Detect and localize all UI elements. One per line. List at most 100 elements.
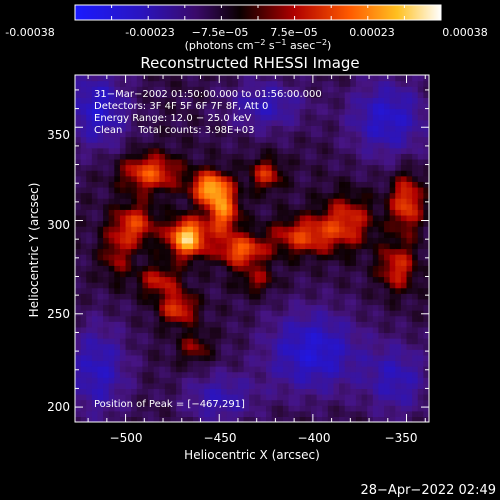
heatmap-cell xyxy=(384,293,391,300)
heatmap-cell xyxy=(400,315,408,322)
heatmap-cell xyxy=(327,270,335,278)
heatmap-cell xyxy=(327,282,335,289)
heatmap-cell xyxy=(198,220,205,227)
heatmap-cell xyxy=(406,326,413,334)
heatmap-cell xyxy=(305,254,312,261)
heatmap-cell xyxy=(406,270,413,278)
heatmap-cell xyxy=(339,91,346,98)
heatmap-cell xyxy=(215,130,222,138)
heatmap-cell xyxy=(350,293,357,300)
heatmap-cell xyxy=(355,254,363,261)
heatmap-cell xyxy=(277,80,284,87)
heatmap-cell xyxy=(277,86,284,93)
heatmap-cell xyxy=(131,242,138,250)
heatmap-cell xyxy=(322,377,329,384)
heatmap-cell xyxy=(389,304,396,311)
heatmap-cell xyxy=(361,119,368,126)
heatmap-cell xyxy=(299,410,306,418)
heatmap-cell xyxy=(384,136,391,143)
heatmap-cell xyxy=(260,192,267,199)
heatmap-cell xyxy=(311,181,318,188)
heatmap-cell xyxy=(114,394,121,401)
heatmap-cell xyxy=(159,108,166,115)
heatmap-cell xyxy=(176,270,183,278)
heatmap-cell xyxy=(271,102,278,110)
heatmap-cell xyxy=(322,304,329,311)
heatmap-cell xyxy=(417,382,424,390)
heatmap-cell xyxy=(355,130,363,138)
heatmap-cell xyxy=(131,259,138,266)
heatmap-cell xyxy=(282,416,290,422)
heatmap-cell xyxy=(372,119,380,126)
heatmap-cell xyxy=(311,259,318,266)
heatmap-cell xyxy=(395,119,402,126)
heatmap-cell xyxy=(271,80,278,87)
heatmap-cell xyxy=(237,326,245,334)
heatmap-cell xyxy=(159,125,166,132)
heatmap-cell xyxy=(339,354,346,362)
heatmap-cell xyxy=(176,276,183,283)
heatmap-cell xyxy=(311,349,318,356)
heatmap-cell xyxy=(344,80,351,87)
heatmap-cell xyxy=(288,259,295,266)
heatmap-cell xyxy=(103,153,110,160)
heatmap-cell xyxy=(204,108,211,115)
heatmap-cell xyxy=(271,248,278,255)
heatmap-cell xyxy=(271,119,278,126)
heatmap-cell xyxy=(80,248,87,255)
heatmap-cell xyxy=(204,270,211,278)
heatmap-cell xyxy=(204,349,211,356)
heatmap-cell xyxy=(282,354,290,362)
heatmap-cell xyxy=(221,86,228,93)
heatmap-cell xyxy=(153,304,160,311)
heatmap-cell xyxy=(333,343,340,350)
heatmap-cell xyxy=(378,410,385,418)
heatmap-cell xyxy=(395,259,402,266)
heatmap-cell xyxy=(198,186,205,194)
heatmap-cell xyxy=(395,377,402,384)
heatmap-cell xyxy=(367,102,374,110)
heatmap-cell xyxy=(294,192,301,199)
heatmap-cell xyxy=(119,354,127,362)
heatmap-cell xyxy=(226,360,233,367)
heatmap-cell xyxy=(215,158,222,166)
heatmap-cell xyxy=(125,147,132,154)
heatmap-cell xyxy=(322,310,329,317)
heatmap-cell xyxy=(395,265,402,272)
heatmap-cell xyxy=(378,349,385,356)
heatmap-cell xyxy=(86,265,93,272)
heatmap-cell xyxy=(260,366,267,373)
heatmap-cell xyxy=(103,248,110,255)
heatmap-cell xyxy=(97,119,104,126)
heatmap-cell xyxy=(384,75,391,82)
heatmap-cell xyxy=(305,293,312,300)
heatmap-cell xyxy=(80,338,87,345)
heatmap-cell xyxy=(367,75,374,82)
heatmap-cell xyxy=(164,158,172,166)
heatmap-cell xyxy=(400,338,408,345)
heatmap-cell xyxy=(176,394,183,401)
heatmap-cell xyxy=(226,198,233,205)
heatmap-cell xyxy=(406,382,413,390)
heatmap-cell xyxy=(119,315,127,322)
heatmap-cell xyxy=(176,231,183,238)
heatmap-cell xyxy=(108,102,115,110)
heatmap-cell xyxy=(400,265,408,272)
heatmap-cell xyxy=(243,326,250,334)
heatmap-cell xyxy=(103,226,110,233)
heatmap-cell xyxy=(389,410,396,418)
heatmap-cell xyxy=(305,158,312,166)
heatmap-cell xyxy=(406,192,413,199)
heatmap-cell xyxy=(136,354,144,362)
heatmap-cell xyxy=(103,354,110,362)
heatmap-cell xyxy=(299,259,306,266)
heatmap-cell xyxy=(142,388,149,395)
heatmap-cell xyxy=(367,298,374,306)
heatmap-cell xyxy=(136,175,144,182)
heatmap-cell xyxy=(114,276,121,283)
heatmap-cell xyxy=(164,181,172,188)
heatmap-cell xyxy=(125,119,132,126)
heatmap-cell xyxy=(136,153,144,160)
heatmap-cell xyxy=(288,91,295,98)
heatmap-cell xyxy=(193,108,200,115)
